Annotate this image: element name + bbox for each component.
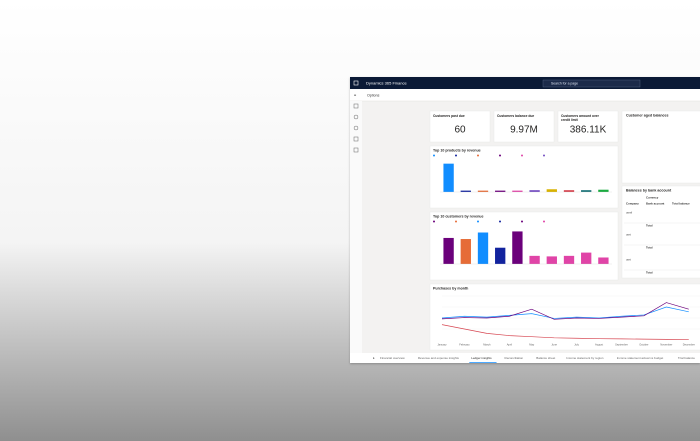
card-title: Top 10 customers by revenue	[433, 214, 483, 218]
bar	[460, 239, 471, 264]
table-header: Currency	[646, 196, 659, 200]
legend-swatch	[433, 220, 435, 223]
kpi-value: 9.97M	[510, 125, 538, 136]
table-group: usrt	[626, 258, 631, 262]
card	[429, 110, 491, 143]
legend-swatch	[521, 154, 523, 157]
toolbar	[350, 89, 700, 101]
card	[621, 110, 700, 184]
bar	[443, 237, 454, 264]
tab[interactable]: Trial balance	[678, 356, 695, 360]
card	[429, 145, 619, 209]
table-total: Total	[646, 224, 653, 228]
toolbar-options[interactable]: Options	[367, 93, 380, 97]
table-group: usmf	[626, 211, 632, 215]
bar	[598, 189, 609, 192]
table-header: Company	[626, 202, 639, 206]
table-total: Total	[646, 246, 653, 250]
bar	[529, 190, 540, 192]
bar	[598, 257, 609, 264]
line-series	[441, 324, 689, 340]
card	[429, 211, 619, 281]
menu-icon[interactable]: ≡	[354, 93, 357, 98]
tab[interactable]: Reconciliation	[505, 356, 524, 360]
legend-swatch	[477, 220, 479, 223]
card-title: Purchases by month	[433, 286, 468, 290]
kpi-title: Customers balance due	[497, 114, 534, 118]
legend-swatch	[499, 154, 501, 157]
x-tick-label: November	[660, 343, 672, 347]
card-title: Balances by bank account	[626, 188, 672, 192]
x-tick-label: December	[683, 343, 695, 347]
search-box[interactable]	[542, 79, 641, 88]
bar	[477, 190, 489, 192]
bar	[460, 190, 471, 192]
card	[429, 283, 700, 351]
legend-swatch	[455, 154, 457, 157]
bar	[529, 255, 540, 264]
x-tick-label: June	[551, 343, 557, 347]
card-title: Customer aged balances	[626, 113, 669, 117]
x-tick-label: February	[459, 343, 470, 347]
legend-swatch	[499, 220, 501, 223]
table-total: Total	[646, 271, 653, 275]
bar	[495, 190, 506, 192]
bar	[581, 190, 592, 192]
bar	[512, 231, 523, 264]
nav-icons	[353, 103, 359, 153]
x-tick-label: October	[639, 343, 648, 347]
legend-swatch	[477, 154, 479, 157]
tab[interactable]: Income statement actual vs budget	[617, 356, 664, 360]
tab-nav-arrow[interactable]: ▸	[373, 356, 375, 360]
kpi-title-line: Customers amount over	[561, 114, 600, 118]
kpi-value: 60	[454, 125, 466, 136]
tab[interactable]: Financial overview	[380, 356, 406, 360]
bar	[495, 247, 506, 264]
legend-swatch	[521, 220, 523, 223]
x-tick-label: May	[529, 343, 535, 347]
bar	[546, 189, 557, 192]
table-group: usrt	[626, 233, 631, 237]
kpi-title: Customers past due	[433, 114, 465, 118]
legend-swatch	[433, 154, 435, 157]
app-name: Dynamics 365 Finance	[366, 81, 407, 86]
table-header: Bank account	[646, 202, 664, 206]
kpi-value: 386.11K	[570, 125, 607, 136]
x-tick-label: July	[574, 343, 579, 347]
tab[interactable]: Revenue and expense insights	[418, 356, 460, 360]
x-tick-label: September	[615, 343, 628, 347]
tab[interactable]: Income statement by region	[566, 356, 603, 360]
card	[493, 110, 555, 143]
card	[621, 185, 700, 279]
card	[557, 110, 619, 143]
bar	[477, 232, 489, 264]
line-series	[441, 302, 689, 320]
search-placeholder: Search for a page	[551, 82, 578, 86]
legend-swatch	[543, 220, 545, 223]
legend-swatch	[455, 220, 457, 223]
bar	[581, 252, 592, 264]
x-tick-label: August	[595, 343, 603, 347]
tab[interactable]: Balance sheet	[536, 356, 555, 360]
kpi-title: Customers amount over credit limit	[561, 114, 600, 122]
x-tick-label: April	[507, 343, 513, 347]
legend-swatch	[543, 154, 545, 157]
bar	[546, 256, 557, 264]
bar	[443, 163, 454, 192]
kpi-title-line: credit limit	[561, 118, 579, 122]
bar	[512, 190, 523, 192]
tab[interactable]: Ledger insights	[471, 356, 492, 360]
table-header: Total balance	[672, 202, 690, 206]
left-nav	[350, 101, 362, 363]
x-tick-label: January	[437, 343, 447, 347]
x-tick-label: March	[483, 343, 491, 347]
bar	[563, 255, 575, 264]
card-title: Top 10 products by revenue	[433, 148, 481, 152]
bar	[563, 190, 575, 192]
tab-bar	[350, 353, 700, 363]
waffle-icon	[353, 80, 359, 86]
